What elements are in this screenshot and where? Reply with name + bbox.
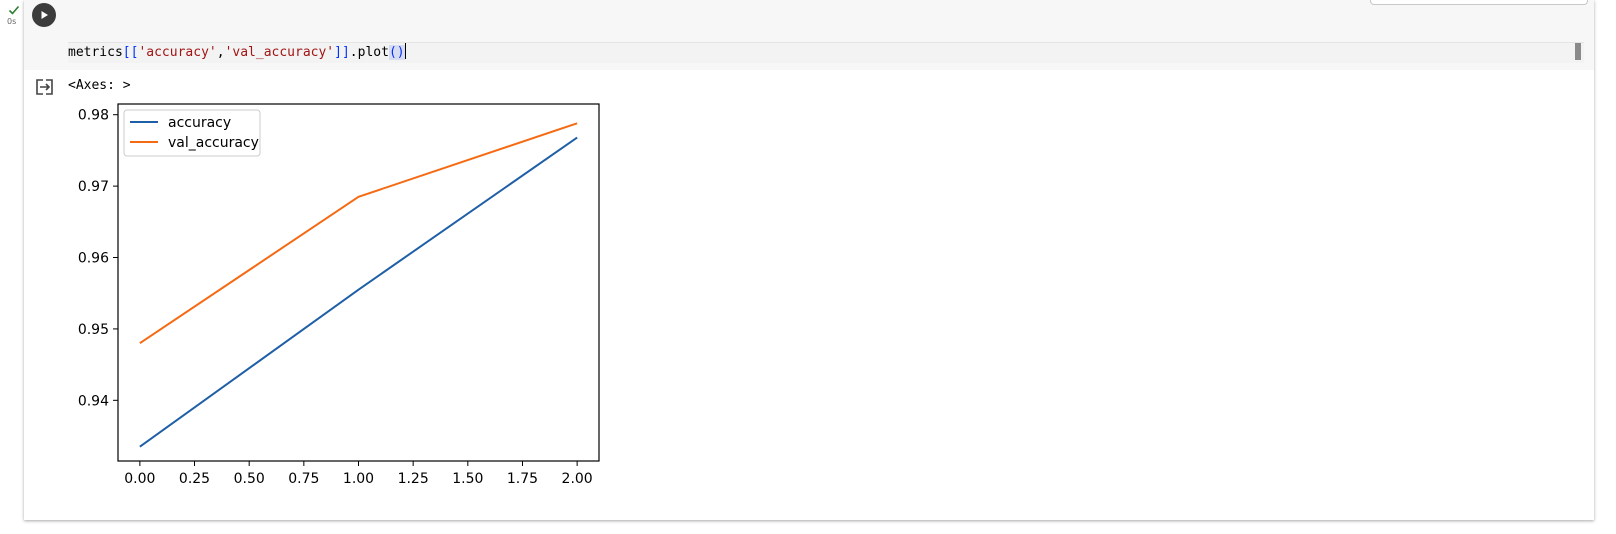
code-close-brackets: ]] [334,45,350,60]
output-text: <Axes: > [68,78,131,93]
x-tick-label: 1.75 [507,471,538,487]
run-cell-button[interactable] [32,3,56,27]
x-tick-label: 0.25 [179,471,210,487]
x-tick-label: 1.00 [343,471,374,487]
y-axis: 0.94 0.95 0.96 0.97 0.98 [78,108,118,409]
checkmark-icon [8,5,20,15]
editor-scrollbar[interactable] [1575,43,1581,60]
legend-label-val-accuracy: val_accuracy [168,135,259,151]
x-tick-label: 0.00 [124,471,155,487]
legend-label-accuracy: accuracy [168,115,231,131]
x-axis: 0.00 0.25 0.50 0.75 1.00 1.25 1.50 1.75 2.00 [124,461,593,487]
code-object: metrics [68,45,123,60]
code-parens: () [388,45,405,60]
x-tick-label: 0.50 [234,471,265,487]
y-tick-label: 0.95 [78,322,109,338]
cell-toolbar [1370,0,1588,5]
y-tick-label: 0.94 [78,393,109,409]
code-string-accuracy: 'accuracy' [138,45,217,60]
code-method: .plot [349,45,389,60]
text-cursor [404,43,406,59]
x-tick-label: 2.00 [562,471,593,487]
legend: accuracy val_accuracy [123,109,261,157]
y-tick-label: 0.97 [78,179,109,195]
play-icon [41,11,48,19]
plot-area [117,103,600,462]
series-line-accuracy [139,136,578,448]
output-options-icon[interactable] [35,78,55,96]
code-comma: , [216,45,225,60]
x-tick-label: 0.75 [288,471,319,487]
execution-time: 0s [7,17,17,26]
series-lines [139,122,578,448]
y-tick-label: 0.98 [78,108,109,124]
code-line[interactable]: metrics[['accuracy','val_accuracy']].plo… [68,43,406,62]
y-tick-label: 0.96 [78,251,109,267]
x-tick-label: 1.25 [398,471,429,487]
code-string-val-accuracy: 'val_accuracy' [224,45,335,60]
line-chart: 0.94 0.95 0.96 0.97 0.98 0.00 0.25 0.50 0.75 1.0… [78,103,600,487]
code-open-brackets: [[ [122,45,139,60]
code-editor[interactable] [68,42,1584,63]
cell-gutter: 0s [0,0,24,534]
series-line-val-accuracy [139,122,578,345]
x-tick-label: 1.50 [452,471,483,487]
